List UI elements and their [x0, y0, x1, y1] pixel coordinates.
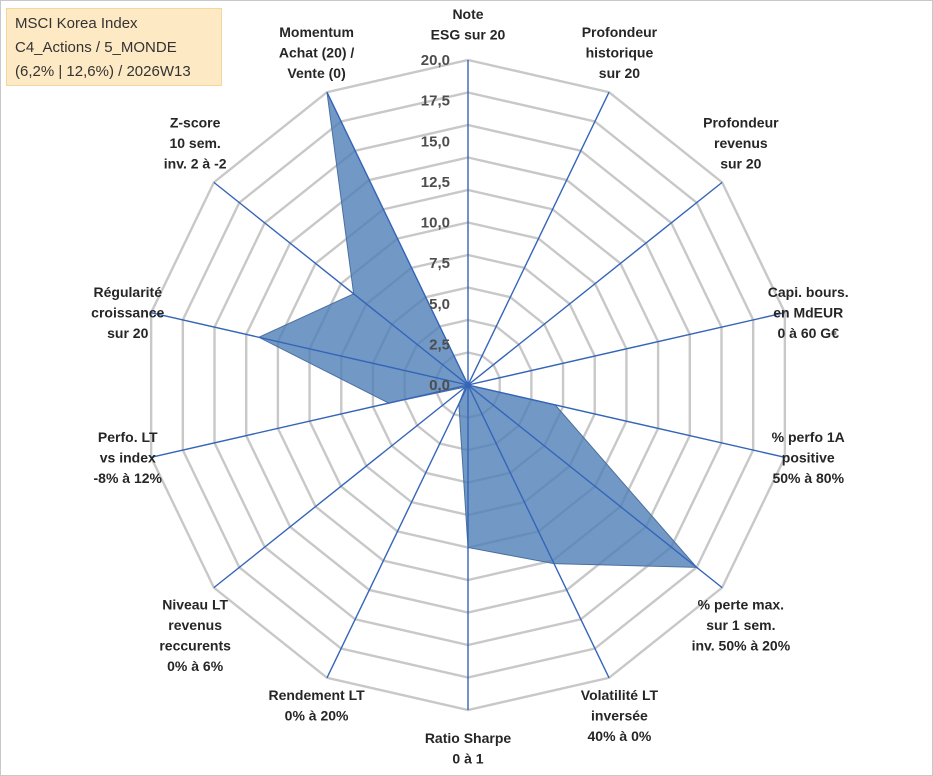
tick-label: 20,0: [421, 52, 450, 69]
axis-label-line: Z-score: [170, 114, 221, 130]
axis-label-line: Profondeur: [703, 114, 779, 130]
radial-tick-labels: 0,0 2,5 5,0 7,5 10,0 12,5 15,0 17,5 20,0: [421, 52, 450, 394]
axis-label-7: Ratio Sharpe 0 à 1: [425, 730, 512, 767]
axis-label-line: 0% à 6%: [167, 658, 224, 674]
axis-spoke-2: [467, 181, 723, 386]
axis-spoke-9: [213, 384, 469, 589]
axis-label-line: Régularité: [94, 284, 163, 300]
axis-label-line: % perfo 1A: [772, 429, 845, 445]
axis-label-line: Profondeur: [582, 24, 658, 40]
tick-label: 10,0: [421, 215, 450, 232]
axis-label-1: Profondeur historique sur 20: [582, 24, 658, 81]
axis-label-line: Volatilité LT: [581, 687, 659, 703]
axis-label-line: 40% à 0%: [588, 728, 652, 744]
axis-label-line: 0 à 1: [452, 751, 483, 767]
axis-label-9: Niveau LT revenus reccurents 0% à 6%: [159, 597, 231, 675]
axis-label-line: Ratio Sharpe: [425, 730, 512, 746]
axis-spoke-3: [467, 311, 786, 386]
tick-label: 0,0: [429, 377, 450, 394]
tick-label: 2,5: [429, 336, 450, 353]
axis-label-3: Capi. bours. en MdEUR 0 à 60 G€: [768, 284, 849, 341]
axis-label-line: en MdEUR: [773, 305, 843, 321]
axis-spoke-13: [326, 91, 469, 386]
axis-label-line: Niveau LT: [162, 597, 228, 613]
tick-label: 7,5: [429, 255, 450, 272]
axis-label-10: Perfo. LT vs index -8% à 12%: [94, 429, 163, 486]
tick-label: 12,5: [421, 174, 450, 191]
tick-label: 15,0: [421, 133, 450, 150]
axis-label-line: Vente (0): [287, 65, 345, 81]
axis-label-line: reccurents: [159, 638, 231, 654]
axis-label-line: Achat (20) /: [279, 45, 355, 61]
series-polygon: [257, 91, 698, 568]
axis-spoke-6: [467, 384, 610, 679]
tick-label: 5,0: [429, 296, 450, 313]
axis-label-line: sur 1 sem.: [706, 617, 775, 633]
axis-label-line: ESG sur 20: [431, 27, 506, 43]
axis-label-line: -8% à 12%: [94, 470, 163, 486]
axis-spoke-4: [467, 384, 786, 459]
axis-label-line: revenus: [168, 617, 222, 633]
axis-label-line: 0% à 20%: [285, 707, 349, 723]
axis-label-line: 50% à 80%: [772, 470, 844, 486]
axis-label-line: 10 sem.: [169, 135, 220, 151]
axis-label-13: Momentum Achat (20) / Vente (0): [279, 24, 355, 81]
axis-label-line: historique: [586, 45, 654, 61]
title-box: MSCI Korea Index C4_Actions / 5_MONDE (6…: [6, 8, 222, 86]
axis-label-2: Profondeur revenus sur 20: [703, 114, 779, 171]
axis-label-line: croissance: [91, 305, 164, 321]
title-line-2: C4_Actions / 5_MONDE: [15, 39, 177, 56]
axis-label-6: Volatilité LT inversée 40% à 0%: [581, 687, 659, 744]
axis-label-line: 0 à 60 G€: [777, 325, 839, 341]
axis-spoke-1: [467, 91, 610, 386]
axis-label-0: Note ESG sur 20: [431, 6, 506, 43]
title-line-1: MSCI Korea Index: [15, 15, 138, 32]
axis-label-line: inversée: [591, 707, 648, 723]
title-line-3: (6,2% | 12,6%) / 2026W13: [15, 63, 191, 80]
axis-label-11: Régularité croissance sur 20: [91, 284, 164, 341]
axis-label-line: revenus: [714, 135, 768, 151]
axis-spoke-10: [150, 384, 469, 459]
axis-label-line: sur 20: [720, 155, 761, 171]
axis-labels: Note ESG sur 20 Profondeur historique sur 20…: [91, 6, 849, 767]
axis-label-5: % perte max. sur 1 sem. inv. 50% à 20%: [692, 597, 791, 654]
axis-label-12: Z-score 10 sem. inv. 2 à -2: [164, 114, 227, 171]
axis-label-line: % perte max.: [698, 597, 784, 613]
axis-spoke-11: [150, 311, 469, 386]
axis-label-line: Note: [452, 6, 483, 22]
radar-series: [257, 91, 698, 568]
axis-label-line: inv. 2 à -2: [164, 155, 227, 171]
axis-label-line: vs index: [100, 449, 156, 465]
radar-axes: [150, 60, 786, 710]
axis-spoke-5: [467, 384, 723, 589]
axis-label-line: sur 20: [107, 325, 148, 341]
axis-label-line: Rendement LT: [268, 687, 365, 703]
axis-label-line: Momentum: [279, 24, 354, 40]
axis-label-line: Perfo. LT: [98, 429, 158, 445]
axis-label-line: sur 20: [599, 65, 640, 81]
tick-label: 17,5: [421, 93, 450, 110]
axis-label-8: Rendement LT 0% à 20%: [268, 687, 365, 724]
axis-label-4: % perfo 1A positive 50% à 80%: [772, 429, 845, 486]
axis-spoke-8: [326, 384, 469, 679]
axis-label-line: inv. 50% à 20%: [692, 638, 791, 654]
axis-label-line: Capi. bours.: [768, 284, 849, 300]
axis-spoke-12: [213, 181, 469, 386]
axis-label-line: positive: [782, 449, 835, 465]
